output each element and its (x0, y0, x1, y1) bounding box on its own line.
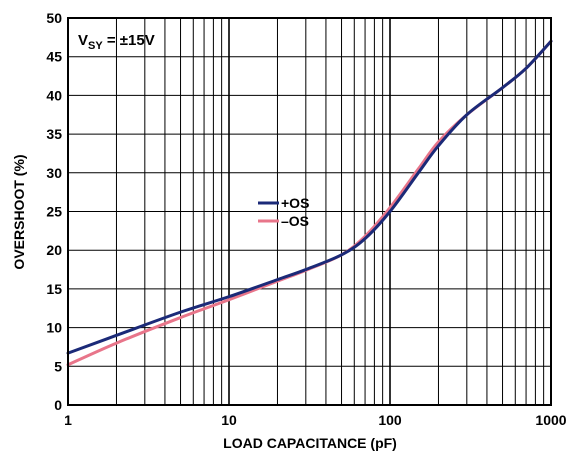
x-tick-label: 1000 (535, 412, 566, 428)
y-tick-label: 35 (46, 126, 62, 142)
series-line-plus-os (66, 39, 553, 355)
y-tick-label: 25 (46, 204, 62, 220)
legend-label-plus-os: +OS (281, 195, 309, 211)
y-tick-label: 15 (46, 281, 62, 297)
plot-frame (67, 17, 552, 406)
y-tick-label: 40 (46, 87, 62, 103)
y-tick-label: 10 (46, 320, 62, 336)
tick-labels: 1 10 100 1000 0 5 10 15 20 25 30 35 40 45 50 (46, 10, 566, 428)
y-tick-label: 20 (46, 242, 62, 258)
annotation: VSY = ±15V (78, 32, 155, 52)
y-tick-label: 5 (54, 358, 62, 374)
y-tick-label: 30 (46, 165, 62, 181)
x-tick-label: 1 (64, 412, 72, 428)
y-tick-label: 0 (54, 397, 62, 413)
legend-label-minus-os: –OS (281, 213, 309, 229)
x-axis-title: LOAD CAPACITANCE (pF) (223, 435, 397, 451)
series-line-minus-os (66, 39, 553, 367)
legend: +OS –OS (258, 195, 309, 229)
y-tick-label: 50 (46, 10, 62, 26)
y-axis-title: OVERSHOOT (%) (11, 154, 27, 269)
series-lines (66, 39, 553, 367)
x-tick-label: 10 (221, 412, 237, 428)
supply-voltage-annotation: VSY = ±15V (78, 32, 155, 52)
y-tick-label: 45 (46, 49, 62, 65)
grid (67, 17, 551, 406)
x-tick-label: 100 (378, 412, 402, 428)
